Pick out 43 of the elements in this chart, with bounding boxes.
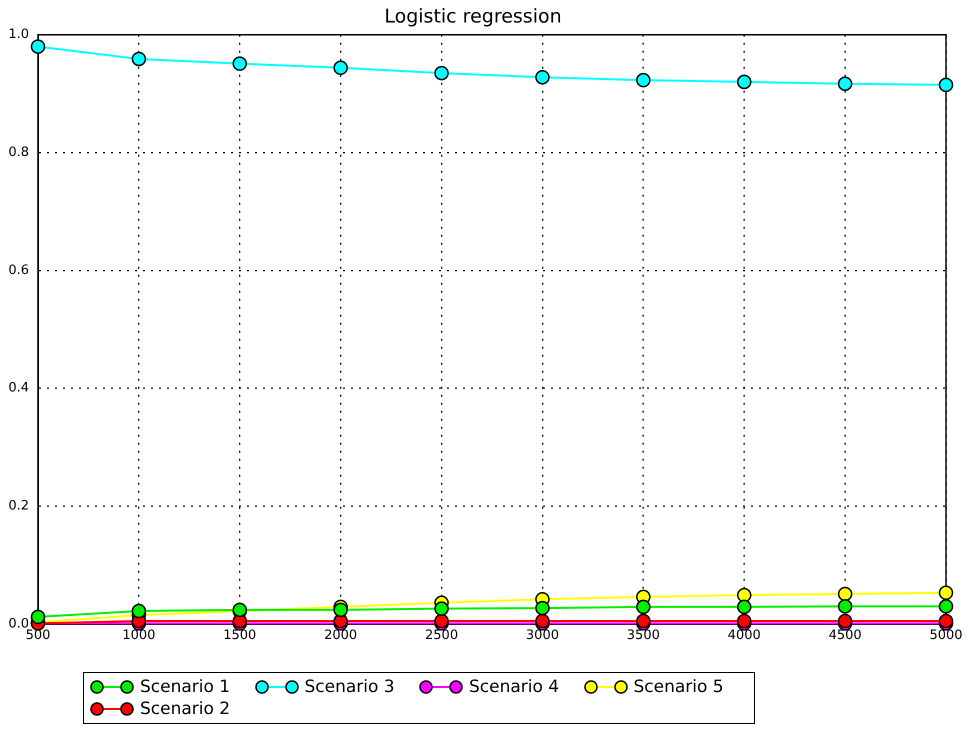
point xyxy=(736,600,752,614)
x-tick-label: 2500 xyxy=(425,628,458,644)
x-tick-label: 5000 xyxy=(929,628,963,644)
point xyxy=(736,588,752,602)
point xyxy=(938,78,954,92)
legend-label: Scenario 4 xyxy=(469,677,560,697)
point xyxy=(535,70,550,84)
point xyxy=(838,76,852,91)
point xyxy=(30,610,46,624)
legend-label: Scenario 3 xyxy=(304,677,395,697)
x-tick-label: 2000 xyxy=(324,628,358,644)
chart-title: Logistic regression xyxy=(384,5,562,28)
point xyxy=(938,586,954,600)
y-tick-label: 0.2 xyxy=(8,498,29,514)
point xyxy=(30,39,46,54)
point xyxy=(838,586,852,602)
x-tick-label: 3000 xyxy=(526,628,559,644)
point xyxy=(232,56,248,71)
legend-label: Scenario 1 xyxy=(140,677,230,697)
x-tick-label: 1500 xyxy=(223,628,256,644)
x-tick-label: 4500 xyxy=(828,628,862,644)
y-tick-label: 0.6 xyxy=(8,262,29,278)
point xyxy=(132,52,146,66)
point xyxy=(333,602,348,618)
point xyxy=(838,599,852,614)
legend-label: Scenario 2 xyxy=(140,699,230,719)
x-tick-label: 500 xyxy=(26,628,50,644)
x-tick-label: 1000 xyxy=(122,628,156,644)
point xyxy=(132,604,146,618)
point xyxy=(736,74,752,90)
y-tick-label: 1.0 xyxy=(8,27,29,42)
point xyxy=(535,600,550,616)
x-tick-label: 4000 xyxy=(728,628,761,644)
legend-label: Scenario 5 xyxy=(634,677,724,697)
y-tick-label: 0.8 xyxy=(8,145,29,160)
point xyxy=(938,599,954,614)
point xyxy=(636,72,651,88)
point xyxy=(636,600,651,614)
point xyxy=(333,60,348,76)
x-tick-label: 3500 xyxy=(626,628,660,644)
point xyxy=(434,66,449,80)
y-tick-label: 0.4 xyxy=(8,380,29,396)
point xyxy=(434,601,449,616)
